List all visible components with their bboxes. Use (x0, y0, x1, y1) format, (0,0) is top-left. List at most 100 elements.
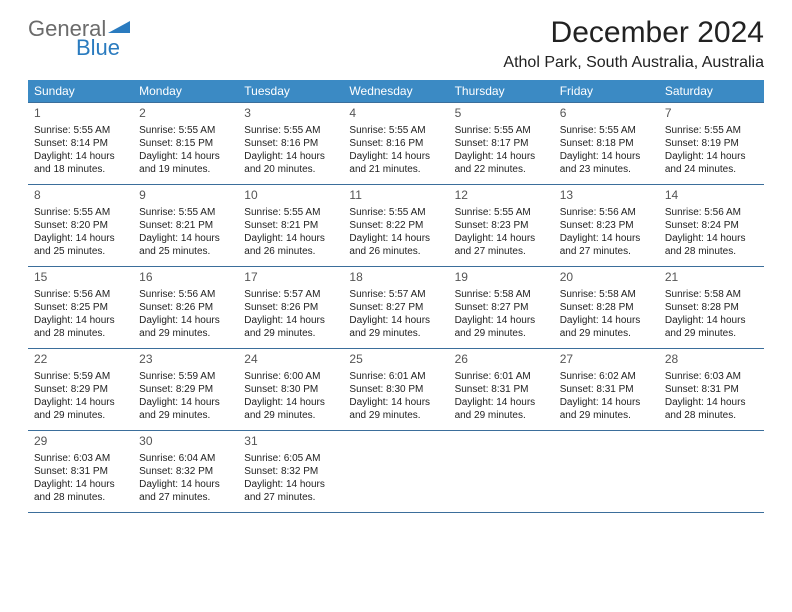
daylight-text: Daylight: 14 hours and 29 minutes. (455, 314, 548, 340)
sunset-text: Sunset: 8:27 PM (349, 301, 442, 314)
sunset-text: Sunset: 8:19 PM (665, 137, 758, 150)
sunset-text: Sunset: 8:26 PM (139, 301, 232, 314)
page-title: December 2024 (503, 16, 764, 50)
sunrise-text: Sunrise: 5:58 AM (665, 288, 758, 301)
sunset-text: Sunset: 8:32 PM (244, 465, 337, 478)
day-cell: 25Sunrise: 6:01 AMSunset: 8:30 PMDayligh… (343, 349, 448, 431)
header: General Blue December 2024 Athol Park, S… (28, 16, 764, 72)
sunset-text: Sunset: 8:22 PM (349, 219, 442, 232)
weekday-header: Friday (554, 80, 659, 103)
sunrise-text: Sunrise: 6:04 AM (139, 452, 232, 465)
daylight-text: Daylight: 14 hours and 28 minutes. (665, 232, 758, 258)
weekday-header-row: Sunday Monday Tuesday Wednesday Thursday… (28, 80, 764, 103)
day-cell: 6Sunrise: 5:55 AMSunset: 8:18 PMDaylight… (554, 103, 659, 185)
daylight-text: Daylight: 14 hours and 25 minutes. (139, 232, 232, 258)
day-cell: 9Sunrise: 5:55 AMSunset: 8:21 PMDaylight… (133, 185, 238, 267)
sunrise-text: Sunrise: 5:58 AM (455, 288, 548, 301)
day-cell: 13Sunrise: 5:56 AMSunset: 8:23 PMDayligh… (554, 185, 659, 267)
daylight-text: Daylight: 14 hours and 20 minutes. (244, 150, 337, 176)
sunrise-text: Sunrise: 6:03 AM (34, 452, 127, 465)
day-cell: 19Sunrise: 5:58 AMSunset: 8:27 PMDayligh… (449, 267, 554, 349)
day-cell (343, 431, 448, 513)
day-cell: 12Sunrise: 5:55 AMSunset: 8:23 PMDayligh… (449, 185, 554, 267)
sunset-text: Sunset: 8:24 PM (665, 219, 758, 232)
day-number: 20 (560, 270, 653, 286)
day-cell: 22Sunrise: 5:59 AMSunset: 8:29 PMDayligh… (28, 349, 133, 431)
sunset-text: Sunset: 8:30 PM (349, 383, 442, 396)
logo-word2: Blue (76, 35, 120, 60)
day-cell (449, 431, 554, 513)
daylight-text: Daylight: 14 hours and 29 minutes. (349, 396, 442, 422)
sunrise-text: Sunrise: 5:56 AM (665, 206, 758, 219)
daylight-text: Daylight: 14 hours and 28 minutes. (665, 396, 758, 422)
sunset-text: Sunset: 8:30 PM (244, 383, 337, 396)
daylight-text: Daylight: 14 hours and 29 minutes. (665, 314, 758, 340)
day-number: 4 (349, 106, 442, 122)
calendar-table: Sunday Monday Tuesday Wednesday Thursday… (28, 80, 764, 513)
sunrise-text: Sunrise: 5:59 AM (34, 370, 127, 383)
day-cell: 26Sunrise: 6:01 AMSunset: 8:31 PMDayligh… (449, 349, 554, 431)
daylight-text: Daylight: 14 hours and 27 minutes. (455, 232, 548, 258)
day-cell: 10Sunrise: 5:55 AMSunset: 8:21 PMDayligh… (238, 185, 343, 267)
sunrise-text: Sunrise: 5:57 AM (244, 288, 337, 301)
daylight-text: Daylight: 14 hours and 28 minutes. (34, 478, 127, 504)
sunset-text: Sunset: 8:18 PM (560, 137, 653, 150)
sunset-text: Sunset: 8:16 PM (349, 137, 442, 150)
day-number: 29 (34, 434, 127, 450)
daylight-text: Daylight: 14 hours and 27 minutes. (244, 478, 337, 504)
day-number: 9 (139, 188, 232, 204)
daylight-text: Daylight: 14 hours and 19 minutes. (139, 150, 232, 176)
sunrise-text: Sunrise: 6:01 AM (455, 370, 548, 383)
daylight-text: Daylight: 14 hours and 29 minutes. (34, 396, 127, 422)
table-row: 8Sunrise: 5:55 AMSunset: 8:20 PMDaylight… (28, 185, 764, 267)
day-number: 8 (34, 188, 127, 204)
day-number: 23 (139, 352, 232, 368)
weekday-header: Sunday (28, 80, 133, 103)
day-cell: 2Sunrise: 5:55 AMSunset: 8:15 PMDaylight… (133, 103, 238, 185)
weekday-header: Saturday (659, 80, 764, 103)
table-row: 1Sunrise: 5:55 AMSunset: 8:14 PMDaylight… (28, 103, 764, 185)
day-cell: 11Sunrise: 5:55 AMSunset: 8:22 PMDayligh… (343, 185, 448, 267)
day-cell: 18Sunrise: 5:57 AMSunset: 8:27 PMDayligh… (343, 267, 448, 349)
day-number: 19 (455, 270, 548, 286)
day-number: 18 (349, 270, 442, 286)
daylight-text: Daylight: 14 hours and 18 minutes. (34, 150, 127, 176)
day-cell: 30Sunrise: 6:04 AMSunset: 8:32 PMDayligh… (133, 431, 238, 513)
day-cell: 20Sunrise: 5:58 AMSunset: 8:28 PMDayligh… (554, 267, 659, 349)
daylight-text: Daylight: 14 hours and 29 minutes. (244, 314, 337, 340)
sunset-text: Sunset: 8:23 PM (560, 219, 653, 232)
weekday-header: Thursday (449, 80, 554, 103)
daylight-text: Daylight: 14 hours and 29 minutes. (244, 396, 337, 422)
sunrise-text: Sunrise: 5:55 AM (455, 206, 548, 219)
day-number: 30 (139, 434, 232, 450)
daylight-text: Daylight: 14 hours and 24 minutes. (665, 150, 758, 176)
daylight-text: Daylight: 14 hours and 29 minutes. (139, 314, 232, 340)
daylight-text: Daylight: 14 hours and 25 minutes. (34, 232, 127, 258)
table-row: 29Sunrise: 6:03 AMSunset: 8:31 PMDayligh… (28, 431, 764, 513)
weekday-header: Tuesday (238, 80, 343, 103)
day-cell: 27Sunrise: 6:02 AMSunset: 8:31 PMDayligh… (554, 349, 659, 431)
sunset-text: Sunset: 8:28 PM (665, 301, 758, 314)
daylight-text: Daylight: 14 hours and 29 minutes. (455, 396, 548, 422)
day-number: 28 (665, 352, 758, 368)
day-cell: 17Sunrise: 5:57 AMSunset: 8:26 PMDayligh… (238, 267, 343, 349)
sunset-text: Sunset: 8:14 PM (34, 137, 127, 150)
day-cell: 31Sunrise: 6:05 AMSunset: 8:32 PMDayligh… (238, 431, 343, 513)
daylight-text: Daylight: 14 hours and 27 minutes. (139, 478, 232, 504)
sunset-text: Sunset: 8:29 PM (34, 383, 127, 396)
sunrise-text: Sunrise: 5:56 AM (34, 288, 127, 301)
sunrise-text: Sunrise: 5:55 AM (139, 206, 232, 219)
day-cell: 29Sunrise: 6:03 AMSunset: 8:31 PMDayligh… (28, 431, 133, 513)
daylight-text: Daylight: 14 hours and 29 minutes. (139, 396, 232, 422)
day-number: 21 (665, 270, 758, 286)
sunrise-text: Sunrise: 6:01 AM (349, 370, 442, 383)
day-number: 26 (455, 352, 548, 368)
sunrise-text: Sunrise: 5:55 AM (244, 206, 337, 219)
location-text: Athol Park, South Australia, Australia (503, 54, 764, 72)
day-number: 6 (560, 106, 653, 122)
daylight-text: Daylight: 14 hours and 21 minutes. (349, 150, 442, 176)
daylight-text: Daylight: 14 hours and 29 minutes. (560, 396, 653, 422)
sunrise-text: Sunrise: 5:55 AM (34, 124, 127, 137)
table-row: 22Sunrise: 5:59 AMSunset: 8:29 PMDayligh… (28, 349, 764, 431)
sunrise-text: Sunrise: 6:00 AM (244, 370, 337, 383)
